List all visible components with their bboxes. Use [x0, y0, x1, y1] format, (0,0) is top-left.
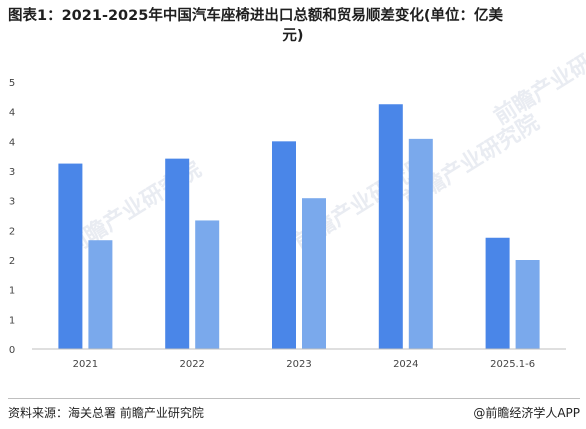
y-tick-label: 4: [9, 108, 15, 119]
bar-2025.1-6-s1: [485, 237, 510, 349]
bar-2023-s1: [272, 141, 296, 349]
y-axis: 0 1 1 2 2 3 3 4 4 5: [9, 78, 15, 356]
y-tick-label: 2: [9, 256, 15, 267]
chart-title-line1: 图表1：2021-2025年中国汽车座椅进出口总额和贸易顺差变化(单位：亿美: [8, 8, 503, 24]
bars-group: [58, 104, 540, 349]
chart-title: 图表1：2021-2025年中国汽车座椅进出口总额和贸易顺差变化(单位：亿美 元…: [8, 6, 578, 46]
bar-2022-s1: [165, 158, 190, 349]
y-tick-label: 0: [9, 345, 15, 356]
bar-2024-s2: [408, 138, 433, 349]
source-note: 资料来源：海关总署 前瞻产业研究院: [8, 406, 204, 420]
y-tick-label: 1: [9, 286, 15, 297]
x-tick-label: 2022: [179, 359, 204, 370]
x-tick-label: 2021: [73, 359, 98, 370]
y-tick-label: 1: [9, 315, 15, 326]
bar-2021-s2: [88, 240, 113, 349]
x-axis: 2021 2022 2023 2024 2025.1-6: [32, 348, 566, 370]
x-tick-label: 2025.1-6: [490, 359, 535, 370]
x-tick-label: 2024: [393, 359, 418, 370]
y-tick-label: 3: [9, 197, 15, 208]
x-tick-label: 2023: [286, 359, 311, 370]
bar-2022-s2: [195, 220, 220, 349]
brand-credit: @前瞻经济学人APP: [473, 406, 580, 420]
footer: 资料来源：海关总署 前瞻产业研究院 @前瞻经济学人APP: [8, 398, 580, 423]
y-tick-label: 3: [9, 167, 15, 178]
bar-2021-s1: [58, 163, 83, 349]
bar-2024-s1: [378, 104, 403, 349]
bar-2023-s2: [302, 198, 326, 349]
bar-2025.1-6-s2: [515, 260, 540, 349]
watermark-text: 前瞻产业研究院: [489, 26, 586, 130]
y-tick-label: 5: [9, 78, 15, 89]
chart-title-line2: 元): [282, 28, 304, 44]
y-tick-label: 4: [9, 137, 15, 148]
y-tick-label: 2: [9, 226, 15, 237]
